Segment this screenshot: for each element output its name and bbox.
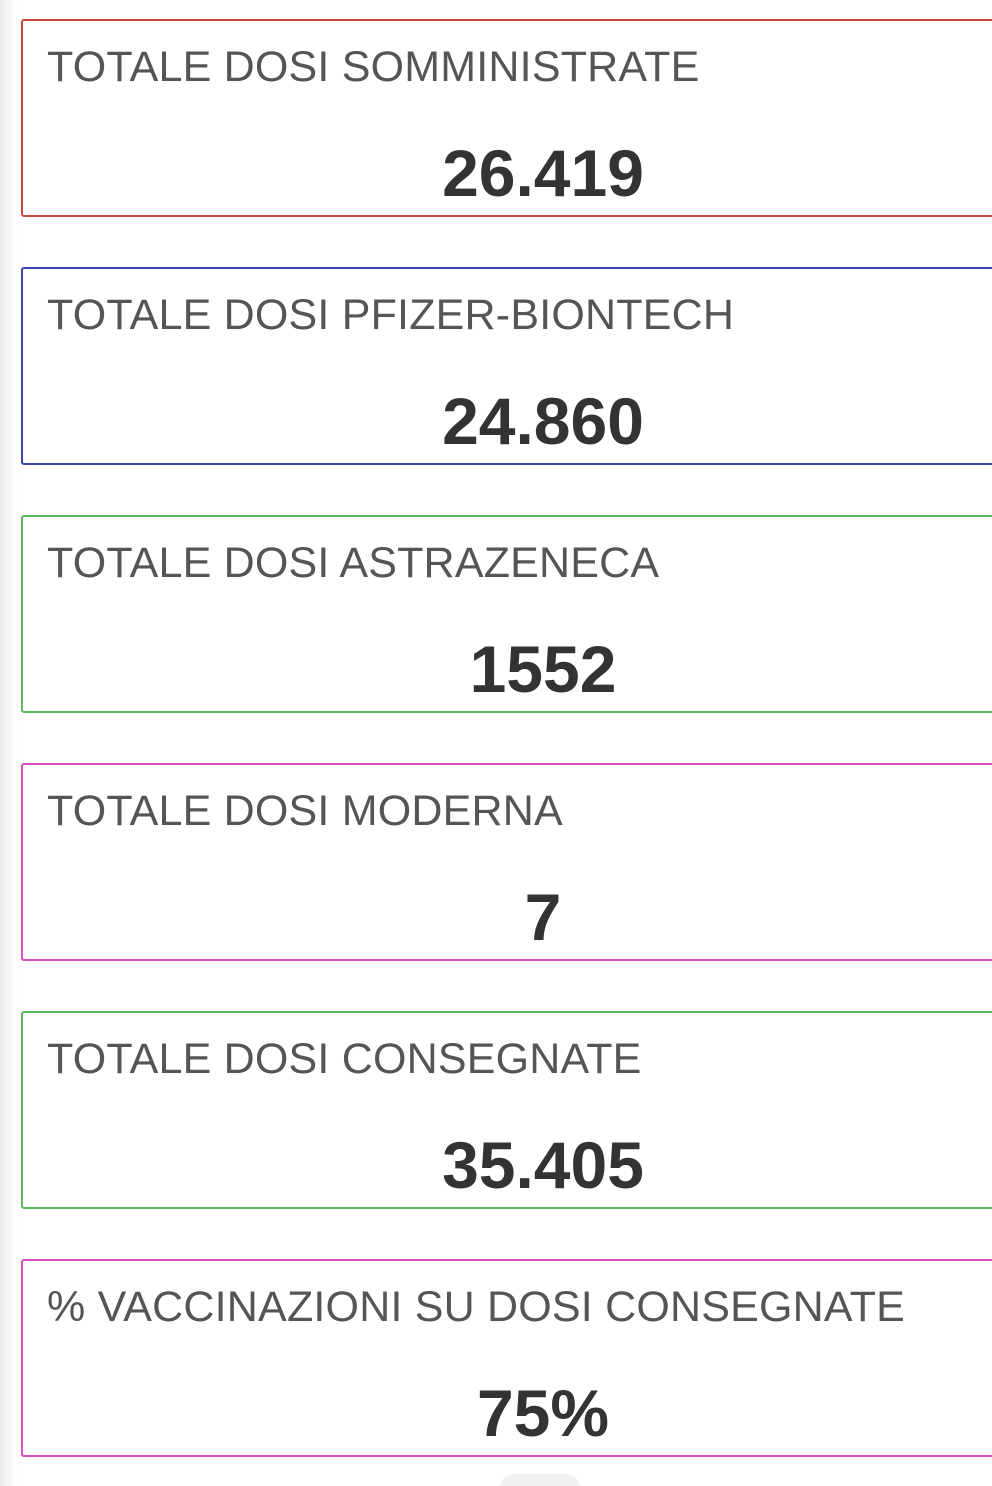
card-value: 75% xyxy=(476,1376,610,1450)
card-label: % VACCINAZIONI SU DOSI CONSEGNATE xyxy=(47,1283,905,1331)
card-label: TOTALE DOSI SOMMINISTRATE xyxy=(47,43,700,91)
card-total-pfizer: TOTALE DOSI PFIZER-BIONTECH 24.860 xyxy=(21,267,992,465)
card-value: 35.405 xyxy=(442,1128,644,1202)
scroll-indicator xyxy=(500,1474,580,1486)
card-value: 24.860 xyxy=(442,384,644,458)
card-value: 26.419 xyxy=(442,136,644,210)
card-label: TOTALE DOSI ASTRAZENECA xyxy=(47,539,660,587)
card-label: TOTALE DOSI PFIZER-BIONTECH xyxy=(47,291,735,339)
card-total-administered: TOTALE DOSI SOMMINISTRATE 26.419 xyxy=(21,19,992,217)
card-total-moderna: TOTALE DOSI MODERNA 7 xyxy=(21,763,992,961)
left-edge-shadow xyxy=(0,0,18,1486)
card-value: 1552 xyxy=(469,632,617,706)
card-total-delivered: TOTALE DOSI CONSEGNATE 35.405 xyxy=(21,1011,992,1209)
card-label: TOTALE DOSI MODERNA xyxy=(47,787,563,835)
card-total-astrazeneca: TOTALE DOSI ASTRAZENECA 1552 xyxy=(21,515,992,713)
card-vaccination-percentage: % VACCINAZIONI SU DOSI CONSEGNATE 75% xyxy=(21,1259,992,1457)
card-value: 7 xyxy=(524,880,562,954)
card-label: TOTALE DOSI CONSEGNATE xyxy=(47,1035,642,1083)
